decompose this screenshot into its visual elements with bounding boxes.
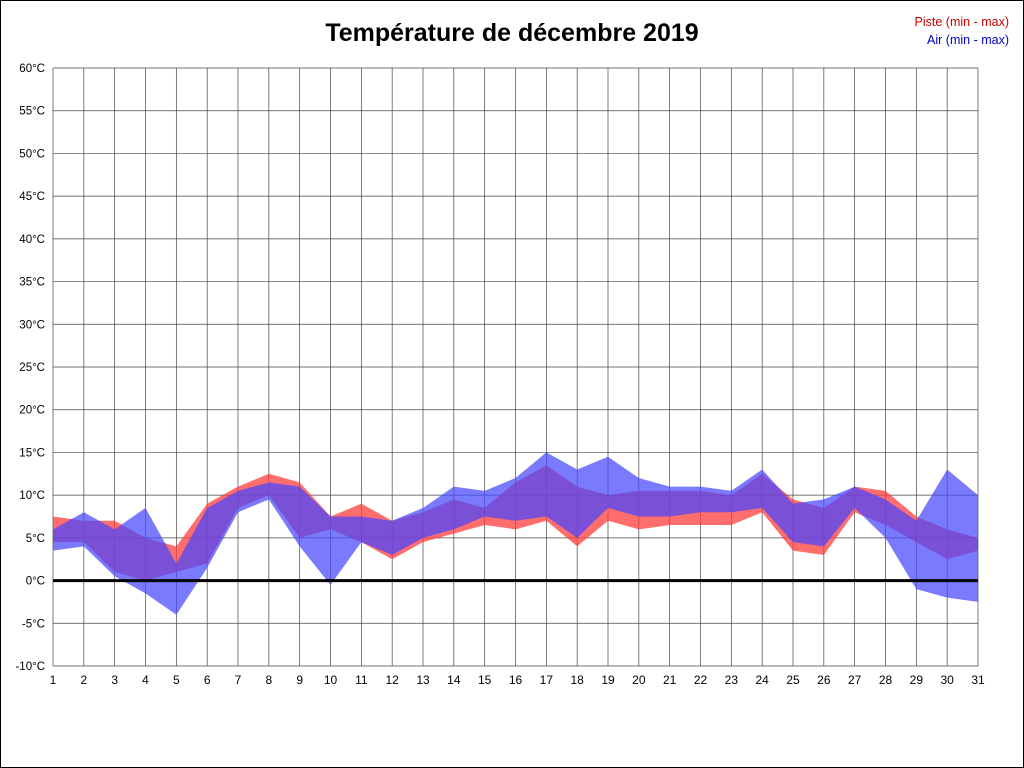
x-tick-label: 6	[204, 673, 211, 687]
y-tick-label: 35°C	[19, 277, 45, 289]
y-tick-label: 15°C	[19, 447, 45, 459]
x-tick-label: 10	[324, 673, 338, 687]
y-tick-label: 40°C	[19, 234, 45, 246]
x-tick-label: 14	[447, 673, 461, 687]
x-tick-label: 13	[416, 673, 430, 687]
x-tick-label: 1	[50, 673, 57, 687]
x-tick-label: 24	[755, 673, 769, 687]
x-tick-label: 15	[478, 673, 492, 687]
x-tick-label: 2	[80, 673, 87, 687]
x-tick-label: 18	[570, 673, 584, 687]
y-tick-label: 20°C	[19, 405, 45, 417]
legend-item-air: Air (min - max)	[927, 33, 1009, 47]
y-tick-label: 60°C	[19, 63, 45, 75]
x-tick-label: 3	[111, 673, 118, 687]
x-tick-label: 22	[694, 673, 708, 687]
y-tick-label: 10°C	[19, 490, 45, 502]
x-tick-label: 26	[817, 673, 831, 687]
y-tick-label: 5°C	[26, 533, 45, 545]
y-tick-label: 45°C	[19, 191, 45, 203]
x-tick-label: 19	[601, 673, 615, 687]
x-tick-label: 20	[632, 673, 646, 687]
x-tick-label: 8	[265, 673, 272, 687]
x-tick-label: 7	[235, 673, 242, 687]
band-air	[53, 452, 978, 615]
x-tick-label: 25	[786, 673, 800, 687]
x-tick-label: 9	[296, 673, 303, 687]
chart-title: Température de décembre 2019	[325, 19, 699, 47]
x-tick-label: 17	[540, 673, 554, 687]
x-tick-label: 31	[971, 673, 985, 687]
y-tick-label: -5°C	[22, 618, 45, 630]
x-tick-label: 30	[940, 673, 954, 687]
x-tick-label: 4	[142, 673, 149, 687]
x-tick-label: 11	[355, 673, 368, 687]
x-tick-label: 21	[663, 673, 677, 687]
x-tick-label: 16	[509, 673, 523, 687]
x-tick-label: 5	[173, 673, 180, 687]
x-tick-label: 27	[848, 673, 862, 687]
legend-item-piste: Piste (min - max)	[914, 15, 1009, 29]
x-tick-label: 23	[725, 673, 739, 687]
x-tick-label: 28	[879, 673, 893, 687]
y-tick-label: -10°C	[15, 661, 45, 673]
y-tick-label: 50°C	[19, 148, 45, 160]
chart-legend: Piste (min - max) Air (min - max)	[915, 13, 1009, 49]
y-tick-label: 30°C	[19, 319, 45, 331]
y-tick-label: 25°C	[19, 362, 45, 374]
y-tick-label: 0°C	[26, 576, 45, 588]
y-tick-label: 55°C	[19, 106, 45, 118]
x-tick-label: 29	[910, 673, 924, 687]
x-tick-label: 12	[385, 673, 399, 687]
